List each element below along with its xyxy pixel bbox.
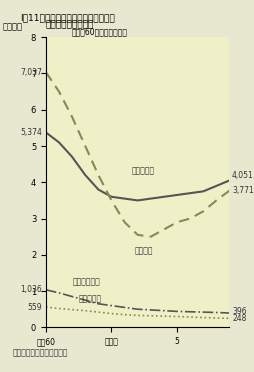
Text: 酩酊防止法: 酩酊防止法 bbox=[78, 294, 101, 303]
Text: 火薬類取締法: 火薬類取締法 bbox=[72, 278, 100, 286]
Text: 396: 396 bbox=[231, 307, 246, 315]
Text: 7,037: 7,037 bbox=[20, 68, 42, 77]
Text: 銃　刀　法: 銃 刀 法 bbox=[131, 166, 154, 175]
Text: 新規受理人員の推移: 新規受理人員の推移 bbox=[46, 20, 94, 29]
Y-axis label: （千人）: （千人） bbox=[3, 22, 23, 31]
Text: （昭和60年－平成６年）: （昭和60年－平成６年） bbox=[71, 28, 127, 36]
Text: 248: 248 bbox=[231, 314, 246, 323]
Text: 4,051: 4,051 bbox=[231, 170, 253, 180]
Text: 559: 559 bbox=[27, 302, 42, 312]
Text: 3,771: 3,771 bbox=[231, 186, 253, 195]
Text: 注　検察統計年報による。: 注 検察統計年報による。 bbox=[13, 348, 68, 357]
Text: 1,036: 1,036 bbox=[20, 285, 42, 294]
Text: 5,374: 5,374 bbox=[20, 128, 42, 137]
Text: I－11図　保安関係特別法犯の検察庁: I－11図 保安関係特別法犯の検察庁 bbox=[20, 13, 115, 22]
Text: 軽犯罪法: 軽犯罪法 bbox=[135, 246, 153, 255]
